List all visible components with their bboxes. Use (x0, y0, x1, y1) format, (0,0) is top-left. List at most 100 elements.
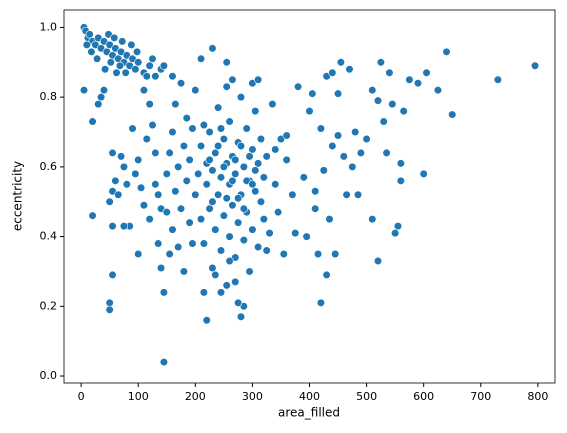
point (279, 249, 288, 259)
point (214, 103, 223, 112)
point (214, 141, 223, 151)
x-axis-label: area_filled (278, 406, 340, 420)
point (159, 61, 169, 70)
point (399, 106, 408, 116)
point (119, 222, 129, 231)
point (388, 100, 397, 109)
point (219, 162, 228, 171)
point (234, 194, 243, 203)
point (228, 75, 237, 84)
point (199, 120, 208, 130)
point (333, 89, 343, 98)
point (151, 180, 160, 189)
point (176, 79, 186, 88)
point (199, 288, 208, 297)
point (145, 61, 154, 70)
point (316, 124, 326, 133)
point (196, 141, 206, 151)
point (265, 229, 274, 238)
point (422, 68, 431, 77)
point (162, 208, 171, 217)
point (236, 141, 246, 151)
point (259, 173, 268, 182)
point (356, 148, 365, 158)
point (345, 65, 354, 74)
point (234, 298, 243, 307)
point (396, 176, 405, 185)
point (134, 58, 143, 67)
point (336, 58, 346, 67)
point (225, 256, 234, 266)
point (105, 305, 114, 314)
point (322, 270, 331, 280)
point (191, 190, 200, 199)
point (248, 145, 257, 154)
point (251, 166, 260, 175)
point (174, 162, 183, 171)
x-tick-label: 200 (185, 390, 206, 403)
point (351, 127, 360, 137)
point (127, 40, 136, 49)
point (154, 239, 163, 248)
point (273, 208, 283, 217)
point (222, 82, 231, 91)
point (208, 166, 217, 175)
point (379, 117, 388, 126)
point (236, 312, 246, 321)
point (362, 134, 371, 144)
point (222, 281, 231, 290)
point (313, 249, 323, 259)
point (145, 100, 154, 109)
point (231, 155, 240, 164)
point (231, 169, 240, 178)
point (208, 197, 217, 206)
y-tick-label: 0.2 (40, 299, 58, 312)
point (385, 68, 394, 77)
point (245, 152, 254, 161)
x-tick-label: 100 (128, 390, 149, 403)
point (239, 235, 248, 245)
point (97, 93, 106, 102)
point (106, 58, 115, 67)
point (442, 47, 451, 56)
point (188, 239, 197, 248)
y-axis-label: eccentricity (11, 161, 25, 231)
point (214, 190, 223, 199)
point (111, 176, 120, 185)
point (88, 117, 97, 126)
point (393, 222, 403, 231)
point (208, 44, 217, 53)
point (179, 141, 188, 151)
plot-frame (63, 9, 556, 384)
point (236, 93, 246, 102)
point (165, 148, 174, 158)
point (142, 72, 151, 81)
point (225, 232, 234, 241)
y-tick-label: 0.0 (40, 369, 58, 382)
point (165, 249, 174, 259)
point (305, 106, 314, 116)
point (242, 124, 251, 133)
point (108, 270, 117, 280)
y-tick-label: 1.0 (40, 20, 58, 33)
point (185, 155, 194, 164)
point (119, 162, 129, 171)
point (162, 169, 171, 178)
point (105, 197, 114, 206)
point (142, 134, 151, 144)
point (368, 86, 377, 95)
point (159, 357, 169, 367)
point (256, 197, 266, 206)
point (136, 183, 146, 192)
point (134, 155, 143, 164)
point (87, 47, 96, 56)
point (108, 222, 117, 231)
point (368, 215, 377, 224)
point (248, 225, 257, 234)
point (325, 215, 334, 224)
point (159, 288, 169, 297)
point (239, 204, 248, 213)
point (205, 204, 214, 213)
